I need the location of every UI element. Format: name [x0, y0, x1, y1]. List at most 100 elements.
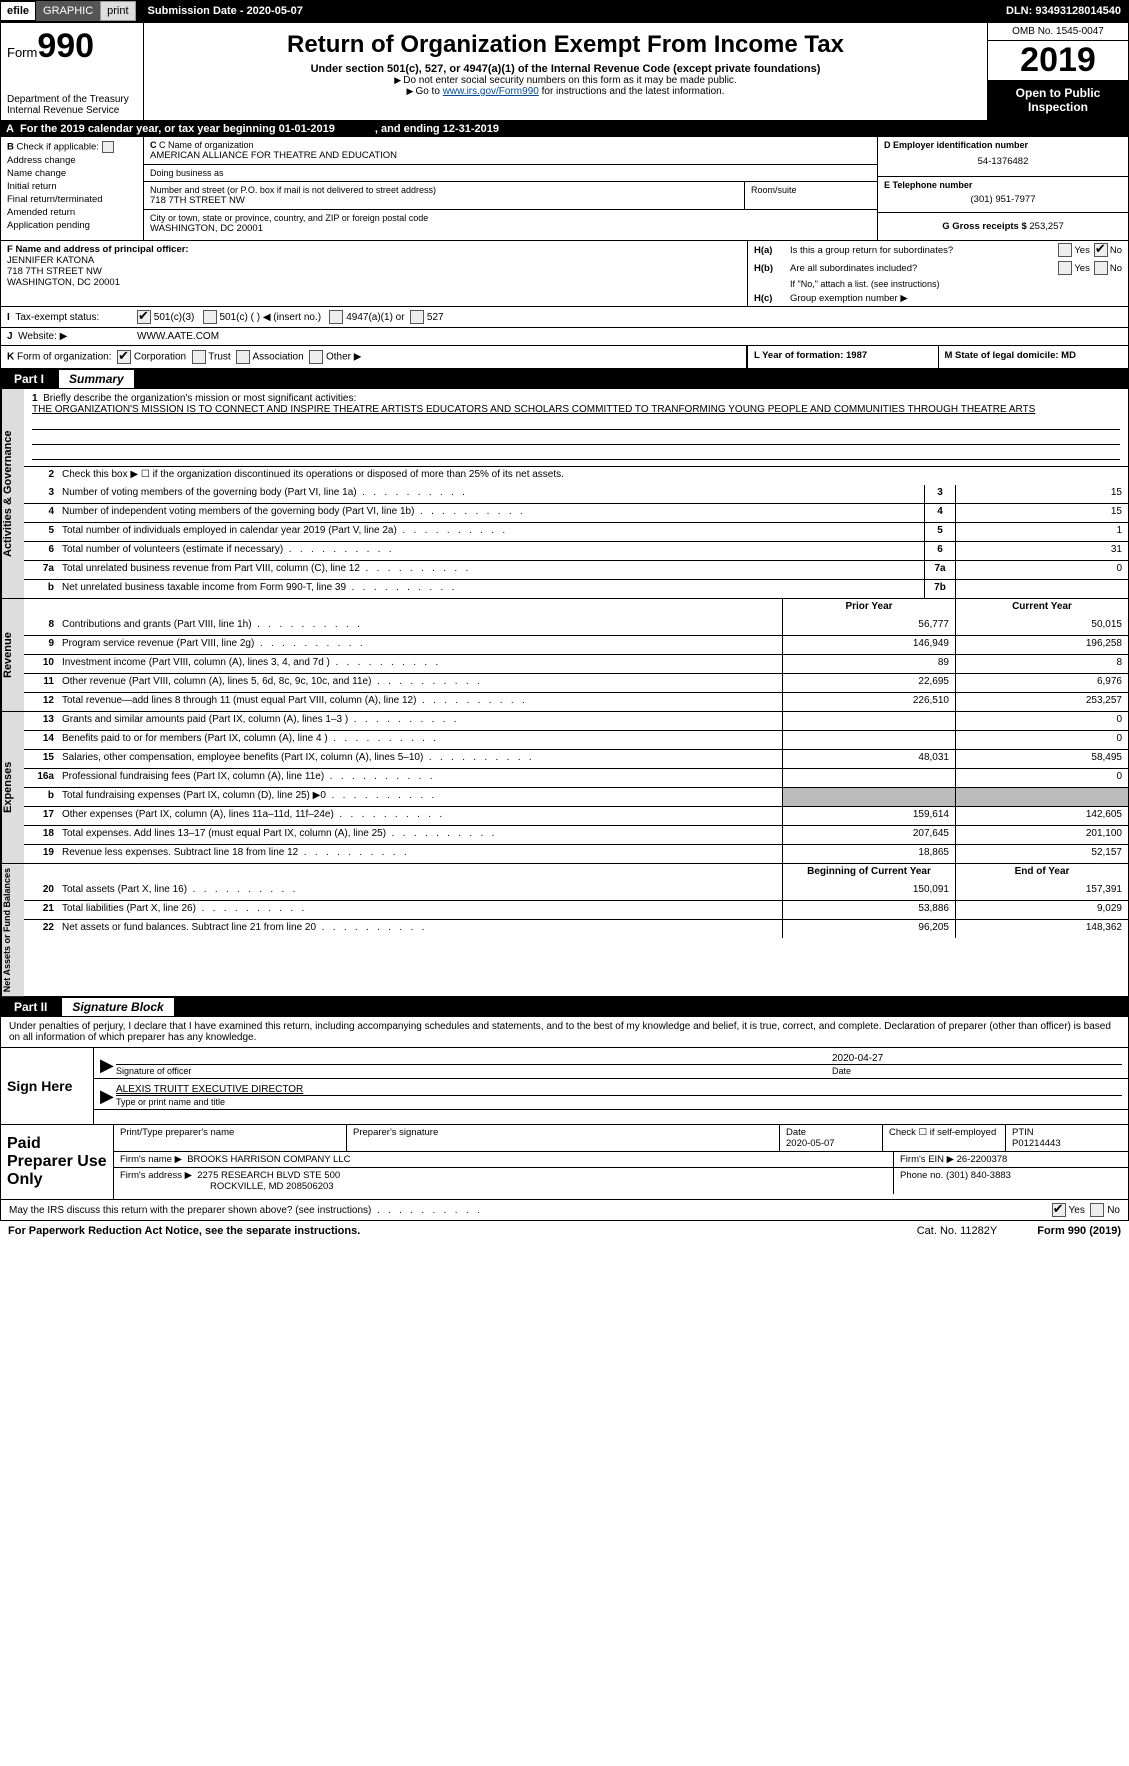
k-other-checkbox[interactable]: [309, 350, 323, 364]
current-year-value: 148,362: [955, 920, 1128, 938]
line-num: 6: [24, 542, 58, 560]
row-i: I Tax-exempt status: 501(c)(3) 501(c) ( …: [0, 307, 1129, 328]
form-prefix: Form: [7, 45, 37, 60]
table-row: bTotal fundraising expenses (Part IX, co…: [24, 787, 1128, 806]
label-a: A: [6, 123, 20, 135]
k-association: Association: [253, 352, 304, 363]
k-corp-checkbox[interactable]: [117, 350, 131, 364]
graphic-button[interactable]: GRAPHIC: [36, 1, 100, 21]
k-label: K: [7, 352, 14, 363]
table-row: 17Other expenses (Part IX, column (A), l…: [24, 806, 1128, 825]
firm-ein-label: Firm's EIN ▶: [900, 1154, 954, 1165]
k-assoc-checkbox[interactable]: [236, 350, 250, 364]
checkbox-icon[interactable]: [102, 141, 114, 153]
discuss-text: May the IRS discuss this return with the…: [9, 1205, 480, 1216]
current-year-value: [955, 788, 1128, 806]
table-row: 20Total assets (Part X, line 16)150,0911…: [24, 882, 1128, 900]
print-button[interactable]: print: [100, 1, 135, 21]
firm-addr-label: Firm's address ▶: [120, 1170, 192, 1181]
prior-year-value: [782, 712, 955, 730]
line-num: 18: [24, 826, 58, 844]
arrow-icon: ▶: [100, 1086, 116, 1107]
h-b-text: Are all subordinates included?: [790, 263, 1054, 274]
prior-year-value: 150,091: [782, 882, 955, 900]
cb-address-change: Address change: [7, 155, 137, 166]
prior-year-value: 18,865: [782, 845, 955, 863]
rule-line: [32, 447, 1120, 460]
side-activities-governance: Activities & Governance: [1, 389, 24, 598]
org-name-block: C C Name of organization AMERICAN ALLIAN…: [144, 137, 877, 165]
h-a-label: H(a): [754, 245, 790, 256]
preparer-line3: Firm's address ▶ 2275 RESEARCH BLVD STE …: [114, 1168, 1128, 1194]
part2-header: Part II Signature Block: [0, 997, 1129, 1017]
part2-title: Signature Block: [62, 998, 173, 1016]
ha-yes-checkbox[interactable]: [1058, 243, 1072, 257]
table-row: 10Investment income (Part VIII, column (…: [24, 654, 1128, 673]
i-527: 527: [427, 312, 444, 323]
discuss-yes: Yes: [1069, 1205, 1085, 1216]
prior-year-value: 53,886: [782, 901, 955, 919]
current-year-value: 0: [955, 769, 1128, 787]
i-label: I: [7, 312, 10, 323]
line-num: 15: [24, 750, 58, 768]
preparer-line2: Firm's name ▶ BROOKS HARRISON COMPANY LL…: [114, 1152, 1128, 1168]
firm-ein-value: 26-2200378: [957, 1154, 1008, 1165]
line-num: 7a: [24, 561, 58, 579]
column-f: F Name and address of principal officer:…: [1, 241, 748, 306]
prior-year-value: 89: [782, 655, 955, 673]
phone-block: E Telephone number (301) 951-7977: [878, 177, 1128, 213]
i-4947-checkbox[interactable]: [329, 310, 343, 324]
city-block: City or town, state or province, country…: [144, 210, 877, 237]
prep-date-label: Date: [786, 1127, 876, 1138]
row-k: K Form of organization: Corporation Trus…: [0, 346, 747, 369]
col-current-year: Current Year: [955, 599, 1128, 617]
line-text: Total expenses. Add lines 13–17 (must eq…: [58, 826, 782, 844]
i-501c3-checkbox[interactable]: [137, 310, 151, 324]
line-text: Total unrelated business revenue from Pa…: [58, 561, 924, 579]
ptin-label: PTIN: [1012, 1127, 1122, 1138]
f-label: F Name and address of principal officer:: [7, 244, 189, 255]
current-year-value: 6,976: [955, 674, 1128, 692]
irs-link[interactable]: www.irs.gov/Form990: [443, 86, 539, 97]
sig-date-value: 2020-04-27: [832, 1053, 1122, 1064]
discuss-no-checkbox[interactable]: [1090, 1203, 1104, 1217]
i-527-checkbox[interactable]: [410, 310, 424, 324]
current-year-value: 201,100: [955, 826, 1128, 844]
line-text: Program service revenue (Part VIII, line…: [58, 636, 782, 654]
discuss-yes-checkbox[interactable]: [1052, 1203, 1066, 1217]
perjury-declaration: Under penalties of perjury, I declare th…: [1, 1017, 1128, 1048]
k-trust: Trust: [208, 352, 230, 363]
hb-no-checkbox[interactable]: [1094, 261, 1108, 275]
current-year-value: 0: [955, 712, 1128, 730]
calendar-year-end: , and ending 12-31-2019: [375, 123, 499, 135]
ha-no-checkbox[interactable]: [1094, 243, 1108, 257]
gross-receipts-value: 253,257: [1029, 221, 1063, 232]
mission-text: THE ORGANIZATION'S MISSION IS TO CONNECT…: [32, 404, 1035, 415]
dba-block: Doing business as: [144, 165, 877, 182]
irs-label: Internal Revenue Service: [7, 105, 137, 116]
line-box: 7a: [924, 561, 955, 579]
efile-button[interactable]: efile: [0, 1, 36, 21]
k-trust-checkbox[interactable]: [192, 350, 206, 364]
page-footer: For Paperwork Reduction Act Notice, see …: [0, 1221, 1129, 1241]
officer-city: WASHINGTON, DC 20001: [7, 277, 741, 288]
city-label: City or town, state or province, country…: [150, 213, 871, 223]
form-title: Return of Organization Exempt From Incom…: [154, 31, 977, 59]
hb-yes-checkbox[interactable]: [1058, 261, 1072, 275]
line-text: Total number of volunteers (estimate if …: [58, 542, 924, 560]
prior-year-value: [782, 731, 955, 749]
line-text: Total number of individuals employed in …: [58, 523, 924, 541]
no-label-2: No: [1110, 263, 1122, 274]
paid-preparer-fields: Print/Type preparer's name Preparer's si…: [113, 1125, 1128, 1199]
column-h: H(a) Is this a group return for subordin…: [748, 241, 1128, 306]
sig-officer-line: ▶ Signature of officer 2020-04-27 Date: [94, 1048, 1128, 1079]
line-num: 22: [24, 920, 58, 938]
form-header: Form990 Department of the Treasury Inter…: [0, 22, 1129, 121]
table-row: 8Contributions and grants (Part VIII, li…: [24, 617, 1128, 635]
phone-value: (301) 951-7977: [884, 190, 1122, 209]
ein-value: 54-1376482: [884, 150, 1122, 173]
line-num: 4: [24, 504, 58, 522]
part1-net-assets: Net Assets or Fund Balances Beginning of…: [0, 864, 1129, 997]
i-501c-checkbox[interactable]: [203, 310, 217, 324]
line-text: Total liabilities (Part X, line 26): [58, 901, 782, 919]
